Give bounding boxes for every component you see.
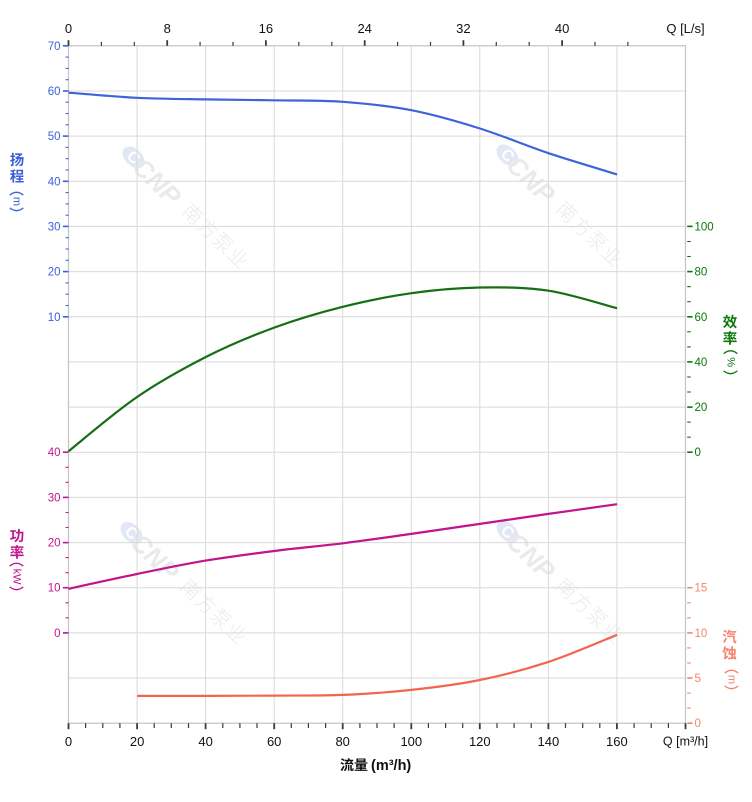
svg-text:30: 30 (48, 221, 61, 233)
svg-text:20: 20 (48, 538, 61, 550)
svg-text:20: 20 (130, 734, 144, 749)
svg-text:Q [m³/h]: Q [m³/h] (663, 735, 708, 749)
svg-text:100: 100 (400, 734, 422, 749)
svg-text:0: 0 (695, 718, 701, 730)
svg-text:40: 40 (555, 21, 569, 36)
svg-text:60: 60 (267, 734, 281, 749)
svg-text:40: 40 (48, 447, 61, 459)
svg-text:m: m (10, 197, 22, 206)
svg-text:10: 10 (695, 628, 708, 640)
svg-text:60: 60 (48, 86, 61, 98)
svg-text:40: 40 (695, 357, 708, 369)
svg-text:15: 15 (695, 583, 708, 595)
svg-text:10: 10 (48, 583, 61, 595)
svg-text:20: 20 (48, 267, 61, 279)
svg-text:24: 24 (357, 21, 371, 36)
svg-text:0: 0 (695, 447, 701, 459)
svg-text:10: 10 (48, 312, 61, 324)
svg-text:m: m (725, 675, 737, 684)
svg-text:20: 20 (695, 402, 708, 414)
svg-text:8: 8 (164, 21, 171, 36)
svg-text:(m³/h): (m³/h) (371, 758, 411, 774)
svg-text:60: 60 (695, 312, 708, 324)
svg-text:70: 70 (48, 41, 61, 53)
svg-text:80: 80 (335, 734, 349, 749)
svg-text:Q [L/s]: Q [L/s] (666, 21, 704, 36)
svg-text:50: 50 (48, 131, 61, 143)
svg-text:kW: kW (10, 569, 22, 586)
svg-text:100: 100 (695, 221, 714, 233)
svg-text:32: 32 (456, 21, 470, 36)
svg-text:80: 80 (695, 267, 708, 279)
svg-text:140: 140 (538, 734, 560, 749)
svg-text:5: 5 (695, 673, 701, 685)
svg-text:120: 120 (469, 734, 491, 749)
svg-text:40: 40 (48, 176, 61, 188)
svg-text:40: 40 (198, 734, 212, 749)
svg-text:0: 0 (65, 734, 72, 749)
svg-text:16: 16 (259, 21, 273, 36)
svg-text:30: 30 (48, 492, 61, 504)
svg-text:0: 0 (54, 628, 60, 640)
svg-text:%: % (724, 357, 736, 367)
svg-text:0: 0 (65, 21, 72, 36)
svg-text:160: 160 (606, 734, 628, 749)
